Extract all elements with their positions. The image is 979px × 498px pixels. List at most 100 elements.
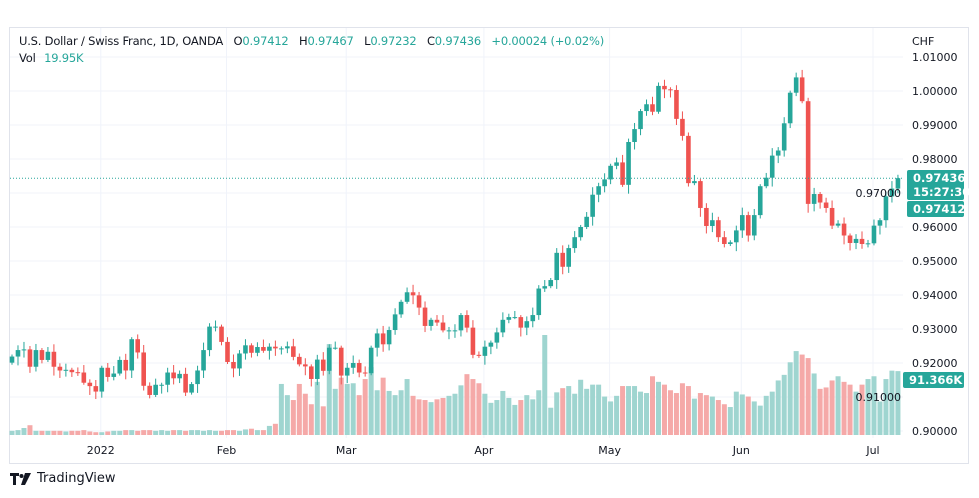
candle bbox=[889, 181, 895, 203]
candle bbox=[374, 328, 380, 357]
candle bbox=[883, 191, 889, 228]
candle-body bbox=[135, 339, 141, 353]
price-axis[interactable]: 1.01000 1.00000 0.99000 0.98000 0.97000 0.960… bbox=[856, 51, 958, 438]
volume-bar bbox=[500, 390, 506, 435]
volume-bar bbox=[362, 379, 368, 435]
volume-bar bbox=[422, 400, 428, 435]
volume-bar bbox=[290, 400, 296, 435]
candle bbox=[877, 218, 883, 235]
candle-body bbox=[626, 142, 631, 185]
volume-bar bbox=[129, 430, 135, 435]
candle-body bbox=[225, 341, 230, 362]
volume-bar bbox=[9, 430, 15, 435]
candle bbox=[722, 231, 727, 248]
volume-bar bbox=[865, 379, 871, 435]
y-tick-label: 0.96000 bbox=[912, 221, 958, 234]
symbol-title[interactable]: U.S. Dollar / Swiss Franc, 1D, OANDA bbox=[19, 34, 224, 48]
volume-bar bbox=[751, 401, 757, 435]
candle bbox=[596, 182, 601, 203]
tradingview-branding[interactable]: TradingView bbox=[10, 471, 116, 486]
volume-bar bbox=[506, 397, 512, 435]
candle bbox=[255, 342, 260, 357]
candle-body bbox=[638, 111, 643, 130]
y-tick-label: 0.98000 bbox=[912, 153, 958, 166]
candle-body bbox=[141, 352, 146, 386]
volume-bar bbox=[596, 384, 602, 435]
volume-key: Vol bbox=[19, 51, 36, 65]
candle bbox=[560, 245, 566, 275]
candle-body bbox=[464, 315, 470, 328]
candle-body bbox=[817, 194, 823, 203]
candle bbox=[853, 234, 859, 250]
candle-body bbox=[368, 347, 374, 374]
candle-body bbox=[560, 252, 566, 267]
candle-body bbox=[506, 317, 512, 320]
candle bbox=[183, 367, 188, 396]
candle bbox=[434, 315, 440, 326]
candle bbox=[21, 341, 27, 358]
candle bbox=[650, 96, 655, 116]
candle bbox=[303, 358, 308, 376]
volume-bar bbox=[805, 358, 811, 435]
candle-body bbox=[722, 237, 727, 244]
candle bbox=[452, 324, 458, 338]
legend-ohlc: U.S. Dollar / Swiss Franc, 1D, OANDA O0.… bbox=[19, 34, 604, 48]
volume-bar bbox=[644, 393, 650, 435]
volume-bar bbox=[452, 393, 458, 435]
volume-bar bbox=[763, 395, 769, 435]
volume-bar bbox=[272, 423, 278, 435]
candle bbox=[87, 379, 93, 395]
volume-bar bbox=[566, 386, 572, 435]
candle bbox=[177, 370, 182, 384]
candle bbox=[656, 82, 661, 114]
candle-body bbox=[853, 238, 859, 243]
candle bbox=[781, 117, 787, 157]
volume-bar bbox=[350, 383, 356, 435]
candle bbox=[69, 367, 75, 377]
candle-body bbox=[692, 181, 697, 184]
candle bbox=[141, 344, 146, 391]
candle bbox=[410, 284, 416, 305]
candle-body bbox=[787, 92, 793, 124]
volume-bar bbox=[697, 393, 703, 435]
candle bbox=[344, 363, 350, 384]
candle-body bbox=[9, 356, 15, 363]
volume-bar bbox=[877, 401, 883, 435]
candle bbox=[829, 200, 835, 230]
candle-body bbox=[877, 220, 883, 226]
candle-body bbox=[165, 372, 170, 385]
candle-body bbox=[69, 369, 75, 373]
volume-bar bbox=[691, 398, 697, 435]
candle-body bbox=[596, 186, 601, 195]
candle bbox=[404, 287, 410, 304]
candle-body bbox=[267, 346, 272, 351]
volume-bar bbox=[159, 430, 165, 435]
candle bbox=[506, 313, 512, 324]
volume-bar bbox=[278, 383, 284, 435]
volume-bar bbox=[201, 430, 207, 435]
volume-bar bbox=[242, 429, 248, 435]
candle-body bbox=[698, 181, 703, 208]
candle-body bbox=[279, 348, 284, 350]
volume-bar bbox=[781, 374, 787, 435]
volume-bar bbox=[470, 379, 476, 435]
y-tick-label: 0.99000 bbox=[912, 119, 958, 132]
candle-body bbox=[578, 227, 583, 238]
time-axis[interactable]: 2022 Feb Mar Apr May Jun Jul bbox=[87, 444, 880, 457]
x-tick-label: Feb bbox=[217, 444, 236, 457]
candle-body bbox=[147, 385, 152, 395]
volume-bar bbox=[859, 384, 865, 435]
volume-bar bbox=[841, 381, 847, 435]
close-value: 0.97436 bbox=[434, 34, 481, 48]
candle-body bbox=[512, 317, 518, 319]
candle-body bbox=[536, 288, 542, 316]
candle bbox=[219, 324, 224, 346]
candle-body bbox=[386, 330, 392, 345]
candle bbox=[225, 337, 230, 365]
candle-body bbox=[243, 345, 248, 354]
volume-bar bbox=[626, 386, 632, 435]
candle-body bbox=[734, 230, 739, 243]
candle-body bbox=[237, 353, 242, 369]
volume-bar bbox=[398, 390, 404, 435]
